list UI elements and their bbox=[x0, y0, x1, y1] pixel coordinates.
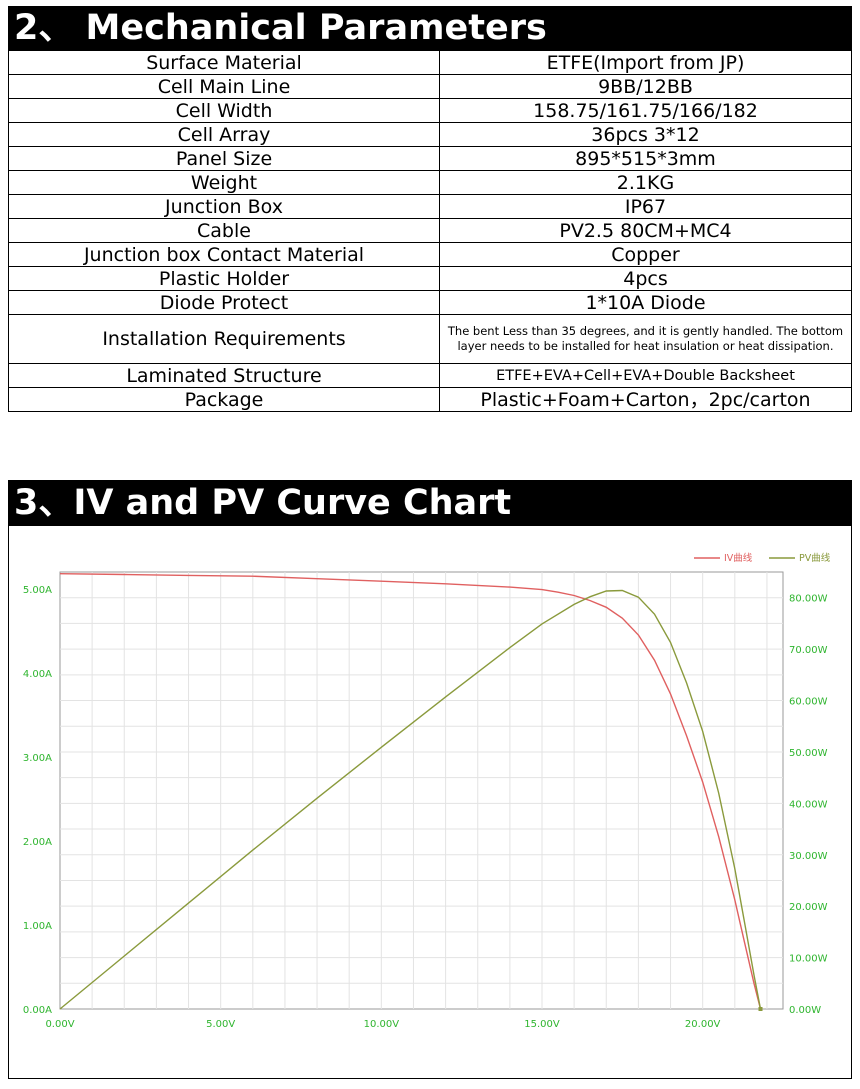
y-left-tick-label: 1.00A bbox=[23, 921, 52, 932]
table-row: Laminated Structure ETFE+EVA+Cell+EVA+Dou… bbox=[8, 363, 852, 388]
param-label: Surface Material bbox=[8, 50, 440, 75]
param-value: Copper bbox=[439, 242, 852, 267]
y-right-tick-label: 0.00W bbox=[789, 1005, 821, 1016]
chart-container: 0.00V 5.00V 10.00V 15.00V 20.00V 0.00A 1.00A 2.… bbox=[8, 526, 852, 1079]
series-line-iv bbox=[59, 573, 762, 1010]
param-label: Diode Protect bbox=[8, 290, 440, 315]
param-label: Panel Size bbox=[8, 146, 440, 171]
param-value: ETFE+EVA+Cell+EVA+Double Backsheet bbox=[439, 363, 852, 388]
param-label: Cell Width bbox=[8, 98, 440, 123]
param-value: ETFE(Import from JP) bbox=[439, 50, 852, 75]
plot-area bbox=[59, 571, 784, 1010]
param-label: Junction box Contact Material bbox=[8, 242, 440, 267]
param-value: 9BB/12BB bbox=[439, 74, 852, 99]
param-label: Installation Requirements bbox=[8, 314, 440, 364]
y-right-tick-label: 80.00W bbox=[789, 594, 828, 605]
table-row: Panel Size 895*515*3mm bbox=[8, 146, 852, 171]
param-label: Weight bbox=[8, 170, 440, 195]
section-title-curve-chart: 3、IV and PV Curve Chart bbox=[8, 480, 852, 526]
y-right-tick-label: 20.00W bbox=[789, 902, 828, 913]
table-row: Cell Array 36pcs 3*12 bbox=[8, 122, 852, 147]
param-value: 36pcs 3*12 bbox=[439, 122, 852, 147]
param-label: Junction Box bbox=[8, 194, 440, 219]
param-value: IP67 bbox=[439, 194, 852, 219]
section-title-mechanical: 2、 Mechanical Parameters bbox=[8, 6, 852, 50]
table-row: Plastic Holder 4pcs bbox=[8, 266, 852, 291]
y-left-tick-label: 3.00A bbox=[23, 753, 52, 764]
table-row: Weight 2.1KG bbox=[8, 170, 852, 195]
y-right-tick-label: 70.00W bbox=[789, 645, 828, 656]
series-line-pv bbox=[59, 589, 762, 1010]
y-right-tick-label: 10.00W bbox=[789, 954, 828, 965]
y-right-tick-label: 30.00W bbox=[789, 851, 828, 862]
x-tick-label: 5.00V bbox=[206, 1019, 235, 1030]
param-value: 4pcs bbox=[439, 266, 852, 291]
table-row: Cable PV2.5 80CM+MC4 bbox=[8, 218, 852, 243]
y-left-tick-label: 5.00A bbox=[23, 585, 52, 596]
x-tick-label: 10.00V bbox=[364, 1019, 400, 1030]
table-row: Cell Width 158.75/161.75/166/182 bbox=[8, 98, 852, 123]
param-label: Cell Array bbox=[8, 122, 440, 147]
param-value: 2.1KG bbox=[439, 170, 852, 195]
table-row: Surface Material ETFE(Import from JP) bbox=[8, 50, 852, 75]
y-left-tick-label: 2.00A bbox=[23, 837, 52, 848]
mechanical-parameters-table: Surface Material ETFE(Import from JP) Cell… bbox=[8, 50, 852, 412]
param-value: PV2.5 80CM+MC4 bbox=[439, 218, 852, 243]
param-label: Cell Main Line bbox=[8, 74, 440, 99]
series-end-point bbox=[758, 1007, 763, 1011]
y-left-tick-label: 4.00A bbox=[23, 669, 52, 680]
y-right-tick-label: 60.00W bbox=[789, 697, 828, 708]
table-row: Package Plastic+Foam+Carton，2pc/carton bbox=[8, 387, 852, 412]
param-label: Cable bbox=[8, 218, 440, 243]
param-value: Plastic+Foam+Carton，2pc/carton bbox=[439, 387, 852, 412]
x-tick-label: 15.00V bbox=[524, 1019, 560, 1030]
y-left-tick-label: 0.00A bbox=[23, 1005, 52, 1016]
table-row: Cell Main Line 9BB/12BB bbox=[8, 74, 852, 99]
y-right-tick-label: 40.00W bbox=[789, 799, 828, 810]
param-value: 1*10A Diode bbox=[439, 290, 852, 315]
table-row: Junction Box IP67 bbox=[8, 194, 852, 219]
x-tick-label: 0.00V bbox=[45, 1019, 74, 1030]
legend-label: IV曲线 bbox=[724, 552, 753, 564]
param-value: 895*515*3mm bbox=[439, 146, 852, 171]
table-row: Junction box Contact Material Copper bbox=[8, 242, 852, 267]
param-value: The bent Less than 35 degrees, and it is… bbox=[439, 314, 852, 364]
param-label: Laminated Structure bbox=[8, 363, 440, 388]
param-label: Package bbox=[8, 387, 440, 412]
table-row: Diode Protect 1*10A Diode bbox=[8, 290, 852, 315]
legend-label: PV曲线 bbox=[799, 552, 831, 564]
x-tick-label: 20.00V bbox=[685, 1019, 721, 1030]
table-row: Installation Requirements The bent Less t… bbox=[8, 314, 852, 364]
y-right-tick-label: 50.00W bbox=[789, 748, 828, 759]
param-value: 158.75/161.75/166/182 bbox=[439, 98, 852, 123]
param-label: Plastic Holder bbox=[8, 266, 440, 291]
iv-pv-chart: 0.00V 5.00V 10.00V 15.00V 20.00V 0.00A 1.00A 2.… bbox=[23, 552, 831, 1030]
